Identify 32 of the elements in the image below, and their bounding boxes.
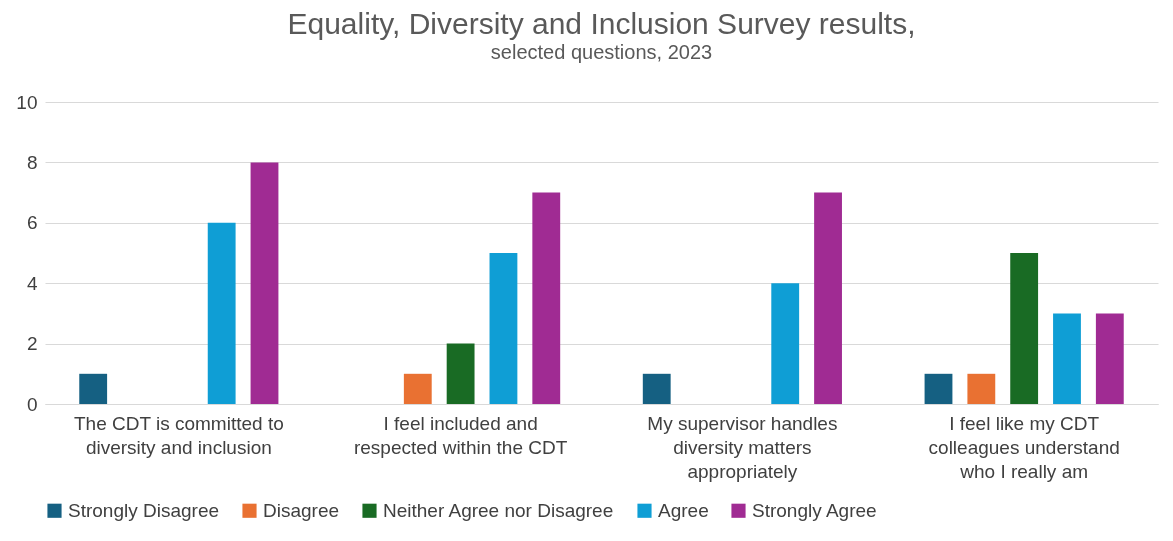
bar	[814, 192, 842, 404]
bar	[924, 373, 953, 404]
bar	[250, 162, 279, 404]
bar	[489, 253, 518, 404]
bar	[1053, 313, 1081, 404]
bar	[1010, 253, 1039, 404]
legend-label: Strongly Disagree	[68, 499, 220, 521]
y-tick-label: 6	[26, 212, 38, 234]
bar	[771, 283, 800, 404]
legend-label: Neither Agree nor Disagree	[383, 499, 614, 521]
chart-title: Equality, Diversity and Inclusion Survey results,	[287, 7, 916, 40]
legend-label: Strongly Agree	[752, 499, 877, 521]
x-tick-label: I feel included and respected within the CDT	[353, 412, 568, 458]
y-tick-label: 2	[26, 333, 38, 355]
y-tick-label: 8	[26, 151, 38, 173]
bar	[532, 192, 561, 404]
bar	[79, 373, 108, 404]
bar	[1095, 313, 1124, 404]
x-tick-label: I feel like my CDT colleagues understand who I really am	[928, 412, 1120, 482]
bar	[207, 222, 236, 404]
bar	[446, 343, 475, 404]
bar	[403, 373, 432, 404]
chart-subtitle: selected questions, 2023	[490, 41, 713, 63]
x-tick-label: My supervisor handles diversity matters appropriately	[647, 412, 838, 482]
x-tick-label: The CDT is committed to diversity and inclusion	[73, 412, 284, 458]
y-tick-label: 0	[26, 393, 38, 415]
y-tick-label: 4	[26, 272, 38, 294]
y-tick-label: 10	[16, 91, 38, 113]
legend-label: Agree	[658, 499, 709, 521]
bar	[642, 373, 671, 404]
legend-label: Disagree	[263, 499, 340, 521]
bar	[967, 373, 996, 404]
